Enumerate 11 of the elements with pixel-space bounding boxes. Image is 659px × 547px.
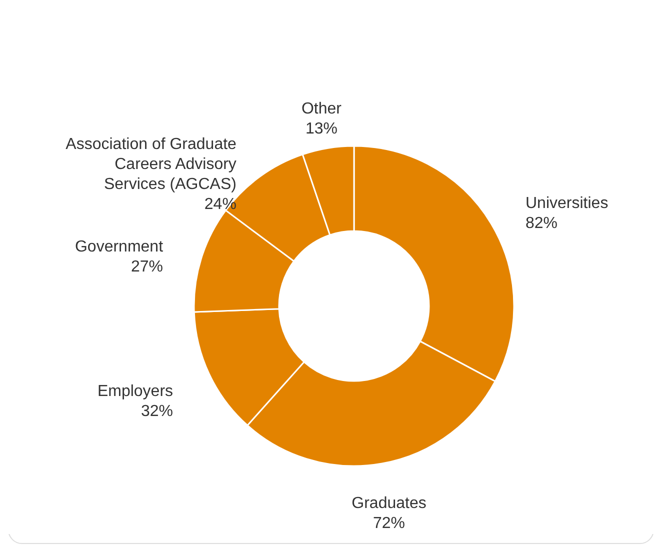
slice-label: Graduates — [352, 494, 426, 512]
slice-label: Government — [74, 238, 164, 256]
data-label: 13% — [305, 120, 338, 138]
slice-label: Universities — [526, 195, 608, 212]
slice-label: Association of Graduate Careers Advisory Services (AGCAS) — [66, 136, 237, 194]
data-label: 32% — [141, 403, 174, 420]
data-label: 82% — [526, 215, 558, 232]
slice-label: Other — [301, 100, 342, 118]
data-label: 72% — [372, 514, 406, 532]
data-label: 27% — [130, 258, 164, 276]
slice-label: Employers — [97, 383, 174, 400]
